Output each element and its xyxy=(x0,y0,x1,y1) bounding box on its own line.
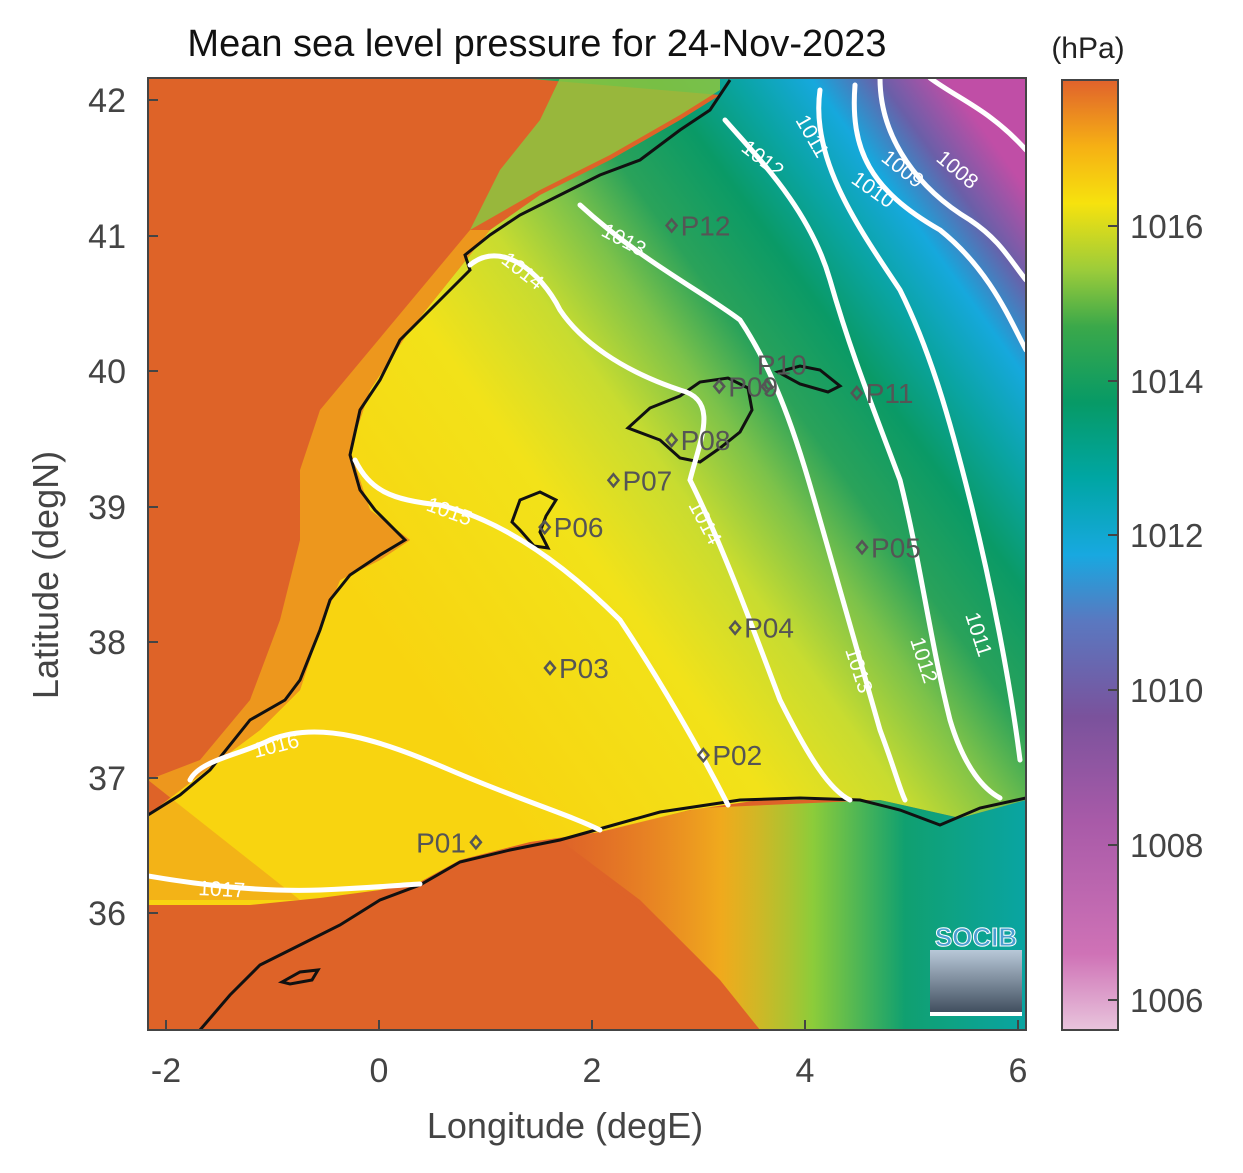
iberia-coastal-band xyxy=(148,230,490,900)
station-label-p03: P03 xyxy=(559,653,609,684)
station-marker-p01 xyxy=(469,834,483,851)
station-label-p04: P04 xyxy=(744,613,794,644)
station-label-p09: P09 xyxy=(728,371,778,402)
station-label-p12: P12 xyxy=(681,210,731,241)
x-axis-label: Longitude (degE) xyxy=(427,1105,703,1146)
coastlines xyxy=(148,79,1026,1030)
station-label-p07: P07 xyxy=(622,465,672,496)
isobar-1010 xyxy=(851,82,1026,353)
sea-field xyxy=(148,78,1026,905)
isobar-1017 xyxy=(148,873,423,893)
station-marker-p08 xyxy=(664,432,679,448)
africa-coast xyxy=(198,796,1026,1030)
colorbar-tick: 1012 xyxy=(1130,517,1203,554)
x-axis: -2 0 2 4 6 Longitude (degE) xyxy=(151,1020,1028,1146)
x-tick-label: 0 xyxy=(370,1052,389,1090)
station-marker-p04 xyxy=(728,619,742,636)
station-marker-p06 xyxy=(538,519,552,536)
colorbar: 1006 1008 1010 1012 1014 1016 xyxy=(1061,79,1203,1031)
station-label-p01: P01 xyxy=(416,827,466,858)
socib-logo-text: SOCIB xyxy=(935,922,1017,952)
station-label-p10: P10 xyxy=(757,349,807,380)
isobar-1008 xyxy=(927,78,1026,153)
x-tick-label: 4 xyxy=(796,1052,815,1090)
station-label-p05: P05 xyxy=(871,532,921,563)
y-tick-label: 40 xyxy=(88,353,126,391)
colorbar-tick: 1006 xyxy=(1130,982,1203,1019)
station-label-p08: P08 xyxy=(681,425,731,456)
station-label-p02: P02 xyxy=(712,740,762,771)
colorbar-tick: 1016 xyxy=(1130,208,1203,245)
y-tick-label: 42 xyxy=(88,82,126,120)
y-axis: 36 37 38 39 40 41 42 Latitude (degN) xyxy=(25,82,158,933)
colorbar-unit: (hPa) xyxy=(1051,32,1124,65)
station-marker-p05 xyxy=(855,539,869,556)
station-label-p11: P11 xyxy=(866,378,914,409)
y-tick-label: 38 xyxy=(88,624,126,662)
map-frame xyxy=(147,77,1027,1031)
socib-logo: SOCIB xyxy=(930,922,1022,1016)
station-marker-p07 xyxy=(606,472,621,489)
x-tick-label: 6 xyxy=(1009,1052,1028,1090)
station-marker-p12 xyxy=(664,217,679,234)
station-marker-p09 xyxy=(712,378,726,395)
colorbar-tick: 1010 xyxy=(1130,672,1203,709)
isobar-1014 xyxy=(467,253,853,803)
isobar-1016 xyxy=(187,729,603,833)
x-tick-label: -2 xyxy=(151,1052,181,1090)
y-tick-label: 39 xyxy=(88,489,126,527)
north-coastal-band xyxy=(470,78,720,230)
isobar-1015 xyxy=(352,457,731,808)
y-tick-label: 41 xyxy=(88,218,126,256)
station-marker-p11 xyxy=(850,385,864,402)
isobar-1011 xyxy=(816,87,1023,763)
colorbar-gradient xyxy=(1061,79,1119,1031)
menorca-coast xyxy=(774,364,843,394)
colorbar-tick: 1014 xyxy=(1130,363,1203,400)
station-marker-p02 xyxy=(696,747,710,764)
chart-title: Mean sea level pressure for 24-Nov-2023 xyxy=(187,23,886,65)
station-label-p06: P06 xyxy=(554,512,604,543)
iberia-coast xyxy=(148,79,732,817)
isobar-label-1017: 1017 xyxy=(198,877,246,902)
station-marker-p03 xyxy=(543,660,557,676)
isobar-1012 xyxy=(722,117,1003,801)
alboran-island-coast xyxy=(277,968,321,986)
colorbar-tick: 1008 xyxy=(1130,827,1203,864)
y-tick-label: 37 xyxy=(88,760,126,798)
mallorca-coast xyxy=(625,376,754,464)
y-axis-label: Latitude (degN) xyxy=(25,451,66,699)
station-marker-p10 xyxy=(760,378,774,395)
y-tick-label: 36 xyxy=(88,895,126,933)
map-area: 1008 1009 1010 1011 1011 1012 1012 1013 … xyxy=(148,78,1026,1030)
isobars xyxy=(148,78,1026,893)
isobar-1009 xyxy=(877,78,1026,283)
alboran-field xyxy=(560,800,1026,1030)
x-tick-label: 2 xyxy=(583,1052,602,1090)
isobar-1013 xyxy=(577,202,908,803)
